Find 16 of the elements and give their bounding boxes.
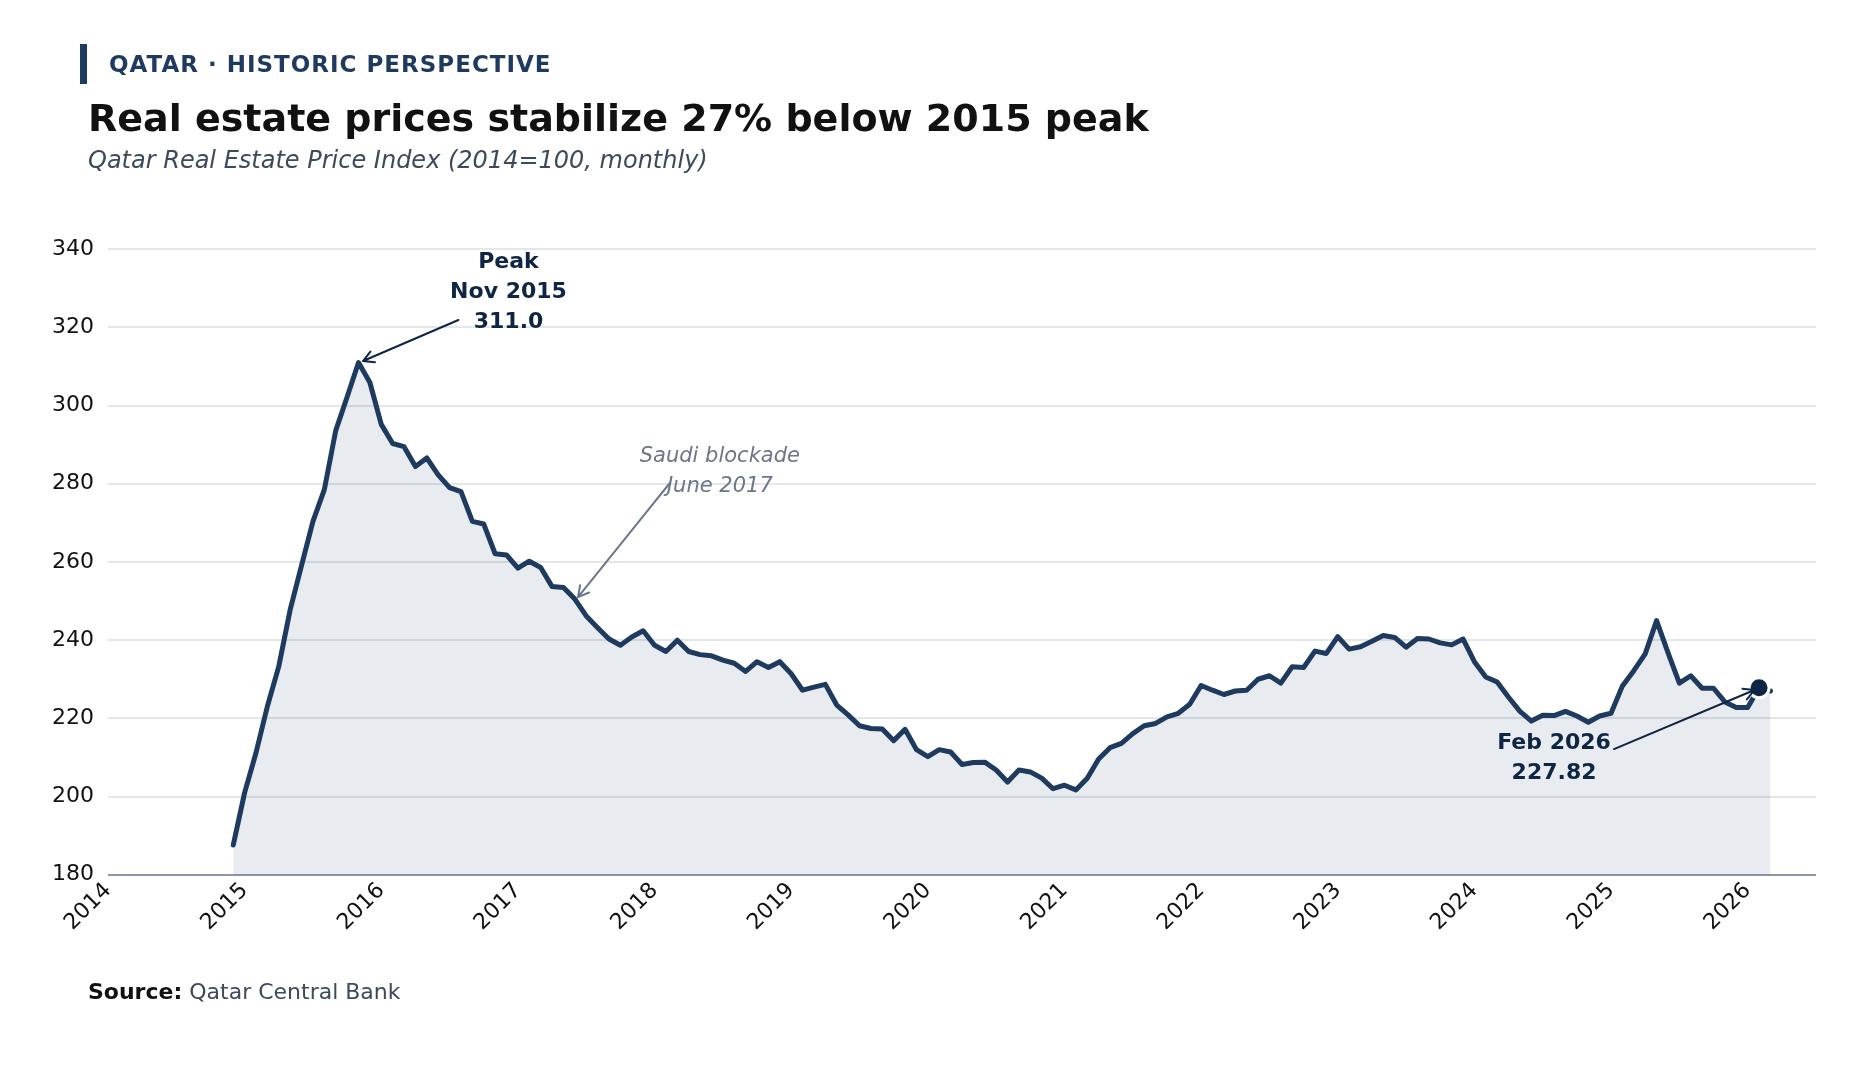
y-tick-label: 220 bbox=[51, 704, 94, 730]
y-tick-label: 300 bbox=[51, 391, 94, 417]
y-tick-label: 320 bbox=[51, 313, 94, 339]
y-tick-label: 280 bbox=[51, 469, 94, 495]
chart-subtitle: Qatar Real Estate Price Index (2014=100, monthly) bbox=[88, 146, 709, 174]
annotation: Saudi blockade June 2017 bbox=[639, 442, 800, 497]
y-tick-label: 200 bbox=[51, 782, 94, 808]
chart-title: Real estate prices stabilize 27% below 2015 peak bbox=[88, 96, 1150, 140]
y-tick-label: 340 bbox=[51, 234, 94, 260]
source-note: Source: Qatar Central Bank bbox=[88, 979, 401, 1004]
y-tick-label: 260 bbox=[51, 547, 94, 573]
y-tick-label: 240 bbox=[51, 625, 94, 651]
annotation: Peak Nov 2015 311.0 bbox=[450, 248, 567, 334]
text: QATAR · HISTORIC PERSPECTIVE bbox=[109, 51, 552, 77]
annotation: Feb 2026 227.82 bbox=[1497, 728, 1611, 784]
y-tick-label: 180 bbox=[51, 860, 94, 886]
